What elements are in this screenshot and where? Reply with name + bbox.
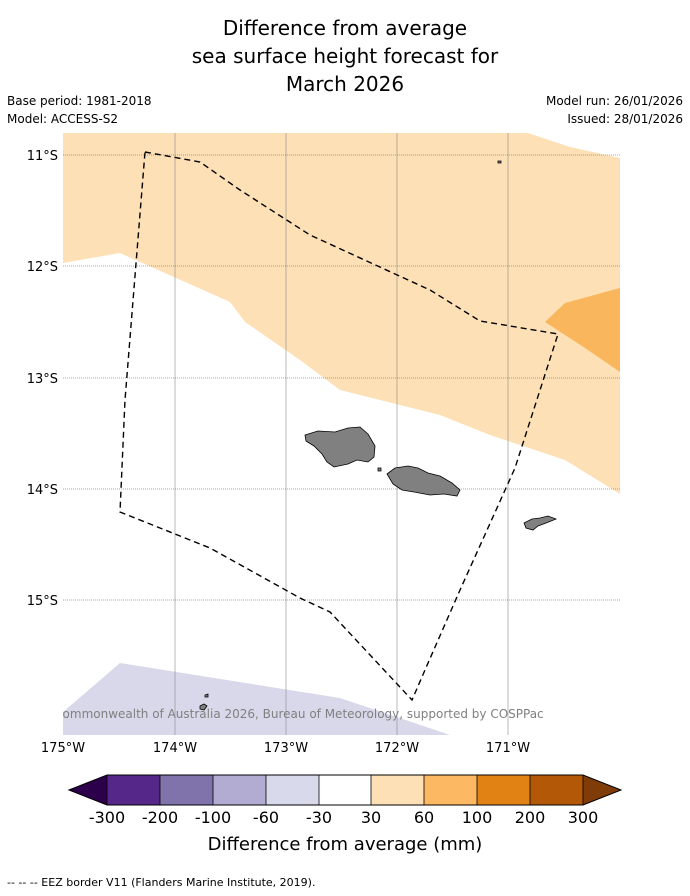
legend-swatch [371, 775, 424, 805]
latitude-labels: 11°S 12°S 13°S 14°S 15°S [27, 149, 58, 609]
legend-label: Difference from average (mm) [208, 834, 483, 855]
legend-tick: 100 [462, 808, 493, 827]
page-title: Difference from average sea surface heig… [0, 14, 690, 98]
legend-tick: -300 [89, 808, 125, 827]
color-legend: -300 -200 -100 -60 -30 30 60 100 200 300… [67, 774, 623, 855]
legend-swatch [477, 775, 530, 805]
lon-label: 175°W [41, 741, 85, 756]
model-name: Model: ACCESS-S2 [7, 112, 119, 126]
lon-label: 171°W [486, 741, 530, 756]
model-run: Model run: 26/01/2026 [545, 94, 683, 108]
lon-label: 172°W [375, 741, 419, 756]
title-line-3: March 2026 [285, 72, 405, 96]
eez-border [119, 151, 559, 702]
anomaly-region-neg30-neg60 [63, 663, 450, 735]
legend-tick: 300 [568, 808, 599, 827]
legend-tick: -200 [142, 808, 178, 827]
meta-right: Model run: 26/01/2026 Issued: 28/01/2026 [546, 92, 683, 128]
legend-swatch [424, 775, 477, 805]
graticule [174, 133, 509, 735]
legend-swatch [213, 775, 266, 805]
legend-tick: -30 [306, 808, 332, 827]
anomaly-region-60-100 [545, 288, 620, 372]
legend-swatch [160, 775, 213, 805]
base-period: Base period: 1981-2018 [7, 94, 152, 108]
swains-islet [497, 160, 502, 164]
lon-label: 174°W [153, 741, 197, 756]
title-line-1: Difference from average [222, 16, 468, 40]
lat-label: 14°S [27, 483, 58, 498]
longitude-labels: 175°W 174°W 173°W 172°W 171°W [41, 741, 530, 756]
latitude-lines [63, 154, 620, 601]
lon-label: 173°W [264, 741, 308, 756]
title-line-2: sea surface height forecast for [191, 44, 499, 68]
southern-islet-small [204, 693, 209, 698]
legend-tick: -60 [253, 808, 279, 827]
legend-swatch [266, 775, 319, 805]
legend-extend-high [583, 775, 621, 805]
legend-tick: 60 [414, 808, 434, 827]
legend-tick: 30 [361, 808, 381, 827]
legend-ticks: -300 -200 -100 -60 -30 30 60 100 200 300 [89, 808, 598, 827]
meta-left: Base period: 1981-2018 Model: ACCESS-S2 [7, 92, 152, 128]
legend-tick: -100 [195, 808, 231, 827]
lat-label: 12°S [27, 260, 58, 275]
copyright-text: © Commonwealth of Australia 2026, Bureau… [38, 707, 543, 721]
issued-date: Issued: 28/01/2026 [567, 112, 683, 126]
tutuila-island [523, 515, 558, 531]
legend-tick: 200 [515, 808, 546, 827]
savaii-island [304, 426, 376, 468]
southern-islet [199, 703, 208, 711]
legend-swatch [319, 775, 371, 805]
legend-extend-low [69, 775, 107, 805]
legend-swatch [107, 775, 160, 805]
legend-dividers [106, 775, 584, 805]
legend-swatch [530, 775, 583, 805]
lat-label: 11°S [27, 149, 58, 164]
eez-footnote: -- -- -- EEZ border V11 (Flanders Marine… [7, 876, 316, 889]
manono-islet [377, 467, 382, 472]
lat-label: 13°S [27, 372, 58, 387]
lat-label: 15°S [27, 594, 58, 609]
map-frame: © Commonwealth of Australia 2026, Bureau… [38, 133, 620, 735]
anomaly-region-30-60 [63, 133, 620, 494]
upolu-island [386, 465, 461, 497]
